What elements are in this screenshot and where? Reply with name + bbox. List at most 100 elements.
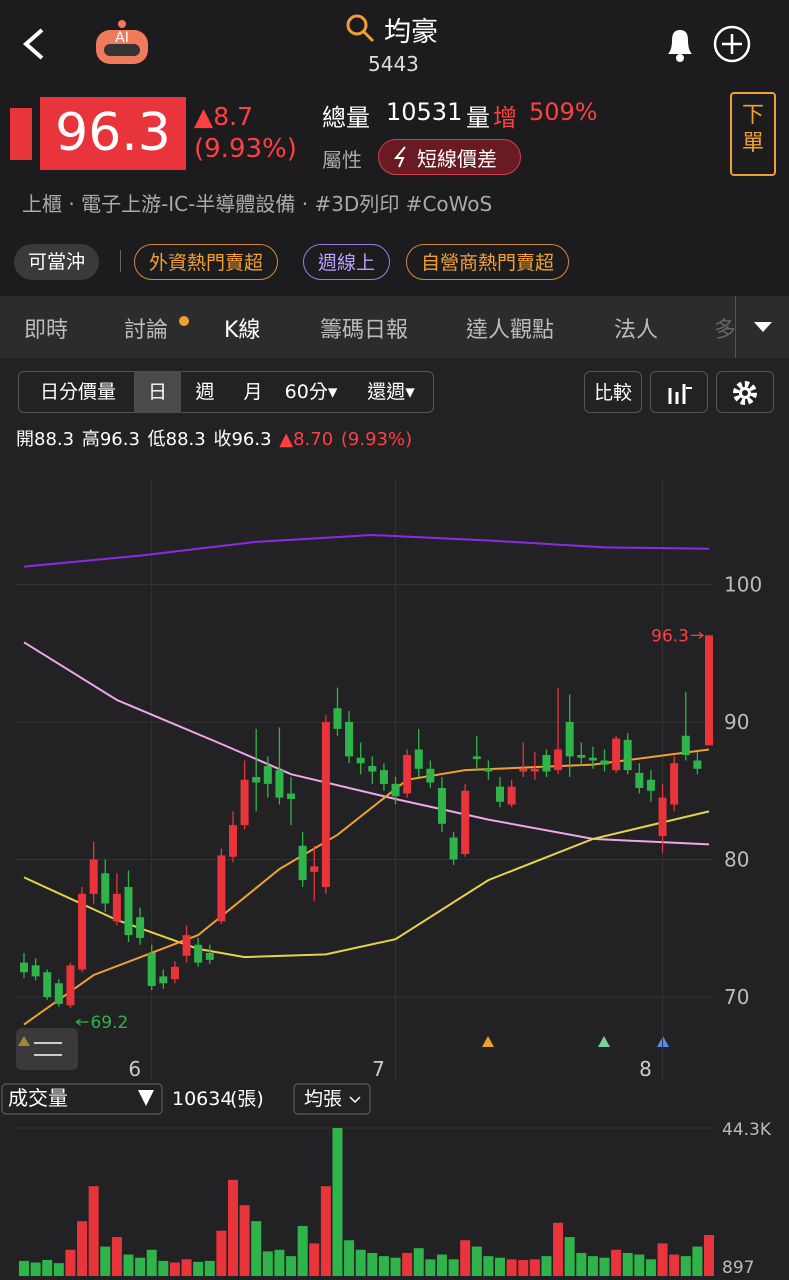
volume-bar [483,1256,494,1276]
x-tick-label: 6 [128,1057,141,1081]
low: 88.3 [165,429,206,450]
price-change-pct: (9.93%) [194,134,297,164]
back-button[interactable] [20,26,50,62]
candle-body [252,777,261,783]
signal-marker [482,1036,494,1047]
volume-bar [135,1257,146,1276]
tag[interactable]: 外資熱門賣超 [134,244,279,280]
volume-bar [19,1260,29,1276]
tab[interactable]: 討論 [124,318,169,343]
volume-bar [692,1246,703,1276]
volume-bar [355,1249,366,1276]
candle-body [321,722,330,887]
candle-body [356,757,365,764]
tab[interactable]: 即時 [24,318,69,343]
indicator-button[interactable] [650,371,708,413]
tag[interactable]: 週線上 [303,244,391,280]
candle-body [379,770,388,784]
candle-body [623,739,632,771]
mode[interactable]: 60分▾ [284,381,338,403]
tab[interactable]: 法人 [614,318,659,343]
compare-button[interactable]: 比較 [584,371,642,413]
volume-average: 均張 [304,1088,342,1110]
tab[interactable]: 達人觀點 [466,318,555,343]
candle-body [78,893,87,970]
candle-body [54,983,63,1004]
candle-body [205,953,214,960]
ai-icon[interactable]: AI [92,18,152,68]
average-select[interactable] [293,1083,371,1115]
volume-bar [645,1259,656,1276]
volume-bar [425,1259,436,1276]
y-tick-label: 70 [724,985,749,1009]
candle-body [704,635,713,746]
attribute-tag[interactable] [378,139,521,175]
candle-body [275,770,284,798]
candle-body [217,855,226,922]
tag[interactable]: 可當沖 [14,244,100,280]
tab[interactable]: K線 [224,318,261,343]
mode-group [18,371,434,413]
ohlc: 開88.3 高96.3 低88.3 收96.3 ▲8.70 (9.93%) [16,425,412,451]
tab[interactable]: 籌碼日報 [320,318,409,343]
candle-body [635,772,644,788]
candle-body [345,722,354,757]
candle-body [507,786,516,805]
candle-body [112,893,121,922]
ma-line [23,533,710,568]
mode[interactable]: 月 [243,381,263,403]
candle-body [530,768,539,772]
dropdown-icon [349,1096,361,1104]
mode[interactable]: 日分價量 [39,381,116,403]
volume-label: 成交量 [8,1086,68,1110]
volume-select[interactable] [1,1083,163,1115]
low-arrow [75,1018,81,1026]
settings-button[interactable] [716,371,774,413]
volume-unit: 量 [466,104,490,132]
y-tick-label: 100 [724,573,762,597]
bolt-icon [393,146,406,168]
volume-bar [680,1256,691,1276]
volume-bar [622,1252,633,1276]
mode[interactable]: 週 [195,381,215,403]
tab[interactable]: 多 [714,318,734,343]
volume-bar [529,1259,540,1276]
change: ▲8.70 (9.93%) [279,429,413,450]
tag[interactable]: 自營商熱門賣超 [406,244,570,280]
high: 96.3 [99,429,140,450]
candle-body [693,760,702,769]
zoom-button[interactable] [16,1028,78,1070]
volume-bar [576,1252,587,1276]
y-tick-label: 90 [724,710,749,734]
search-icon[interactable] [344,12,376,44]
open-label: 開 [16,429,34,450]
volume-bar [251,1221,262,1276]
mode-selected-bg [134,371,181,413]
order-button[interactable]: 下單 [730,92,776,176]
volume-bar [193,1261,204,1276]
candle-body [287,793,296,799]
signal-marker [18,1036,30,1046]
add-icon[interactable] [710,24,754,68]
volume-bar [216,1230,227,1276]
dropdown-icon [138,1090,154,1106]
mode[interactable]: 還週▾ [367,381,415,403]
bell-icon[interactable] [660,24,700,64]
candle-body [124,887,133,936]
volume-bar [599,1257,610,1276]
volume-bar [367,1252,378,1276]
candle-body [310,866,319,872]
candle-body [66,965,75,1006]
candle-body [646,779,655,791]
volume-bar [553,1222,564,1276]
volume-bar [471,1246,482,1276]
volume-bar [100,1246,111,1276]
price: 96.3 [40,97,186,170]
ma-line [23,810,710,959]
volume-bar [262,1251,273,1276]
volume-bar [703,1235,714,1276]
mode[interactable]: 日 [147,381,167,403]
volume-bar [413,1248,424,1276]
candle-body [496,786,505,802]
